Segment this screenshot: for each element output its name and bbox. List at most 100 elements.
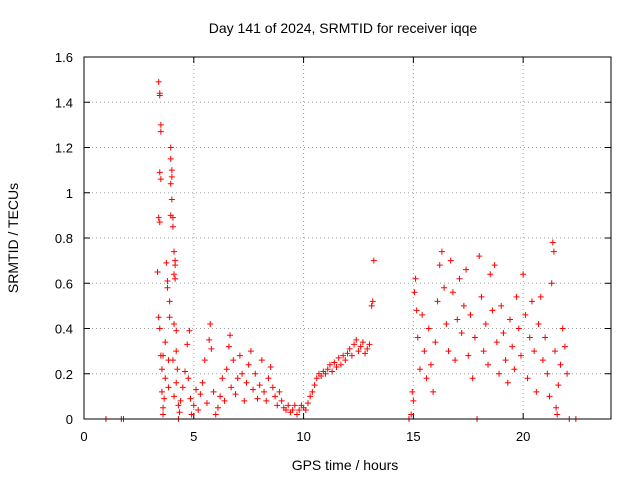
data-point xyxy=(340,352,347,359)
data-point xyxy=(156,325,163,332)
y-grid-lines xyxy=(84,101,611,375)
data-point xyxy=(511,366,518,373)
data-point xyxy=(335,354,342,361)
data-point xyxy=(502,357,509,364)
data-point xyxy=(230,357,237,364)
data-point xyxy=(425,325,432,332)
data-point xyxy=(554,411,561,418)
data-point xyxy=(169,214,176,221)
data-point xyxy=(408,411,415,418)
data-point xyxy=(154,268,161,275)
x-tick-labels: 0 5 10 15 20 xyxy=(80,429,530,444)
y-tick-marks xyxy=(84,56,611,420)
data-point xyxy=(411,289,418,296)
data-point xyxy=(478,293,485,300)
data-point xyxy=(165,384,172,391)
x-tick-label: 20 xyxy=(516,429,530,444)
data-point xyxy=(506,316,513,323)
x-axis-label: GPS time / hours xyxy=(292,457,399,473)
data-point xyxy=(214,404,221,411)
data-point xyxy=(555,382,562,389)
data-point xyxy=(333,363,340,370)
data-point xyxy=(254,395,261,402)
data-point xyxy=(460,302,467,309)
data-point xyxy=(168,167,175,174)
data-point xyxy=(236,352,243,359)
data-point xyxy=(324,366,331,373)
data-point xyxy=(206,336,213,343)
data-point xyxy=(188,411,195,418)
data-point xyxy=(250,386,257,393)
data-point xyxy=(342,357,349,364)
data-point xyxy=(362,350,369,357)
data-point xyxy=(207,320,214,327)
data-point xyxy=(267,363,274,370)
data-point xyxy=(432,339,439,346)
data-point xyxy=(553,404,560,411)
data-points xyxy=(102,78,579,422)
data-point xyxy=(173,327,180,334)
y-tick-label: 1.4 xyxy=(55,95,73,110)
data-point xyxy=(212,411,219,418)
data-point xyxy=(564,370,571,377)
x-tick-label: 10 xyxy=(296,429,310,444)
data-point xyxy=(366,341,373,348)
data-point xyxy=(195,406,202,413)
x-tick-label: 0 xyxy=(80,429,87,444)
y-tick-label: 0.4 xyxy=(55,322,73,337)
data-point xyxy=(364,345,371,352)
data-point xyxy=(274,402,281,409)
data-point xyxy=(199,379,206,386)
data-point xyxy=(447,257,454,264)
data-point xyxy=(265,375,272,382)
data-point xyxy=(187,395,194,402)
data-point xyxy=(493,339,500,346)
data-point xyxy=(421,348,428,355)
data-point xyxy=(245,361,252,368)
data-point xyxy=(169,357,176,364)
data-point xyxy=(234,375,241,382)
data-point xyxy=(291,402,298,409)
data-point xyxy=(313,375,320,382)
data-point xyxy=(201,357,208,364)
data-point xyxy=(368,302,375,309)
data-point xyxy=(227,332,234,339)
data-point xyxy=(168,196,175,203)
data-point xyxy=(498,302,505,309)
data-point xyxy=(307,393,314,400)
data-point xyxy=(166,314,173,321)
data-point xyxy=(414,334,421,341)
data-point xyxy=(155,214,162,221)
data-point xyxy=(509,343,516,350)
data-point xyxy=(544,370,551,377)
data-point xyxy=(539,357,546,364)
data-point xyxy=(156,169,163,176)
data-point xyxy=(179,384,186,391)
data-point xyxy=(491,262,498,269)
data-point xyxy=(559,325,566,332)
data-point xyxy=(331,359,338,366)
data-point xyxy=(454,316,461,323)
x-grid-lines xyxy=(193,57,524,419)
data-point xyxy=(283,406,290,413)
data-point xyxy=(463,266,470,273)
data-point xyxy=(173,379,180,386)
data-point xyxy=(504,379,511,386)
data-point xyxy=(329,368,336,375)
data-point xyxy=(561,343,568,350)
data-point xyxy=(158,388,165,395)
data-point xyxy=(469,375,476,382)
data-point xyxy=(157,128,164,135)
data-point xyxy=(223,366,230,373)
data-point xyxy=(489,307,496,314)
data-point xyxy=(155,78,162,85)
data-point xyxy=(258,357,265,364)
data-point xyxy=(276,388,283,395)
data-point xyxy=(496,370,503,377)
data-point xyxy=(241,397,248,404)
data-point xyxy=(160,352,167,359)
data-point xyxy=(557,361,564,368)
data-point xyxy=(164,284,171,291)
data-point xyxy=(522,311,529,318)
data-point xyxy=(172,262,179,269)
